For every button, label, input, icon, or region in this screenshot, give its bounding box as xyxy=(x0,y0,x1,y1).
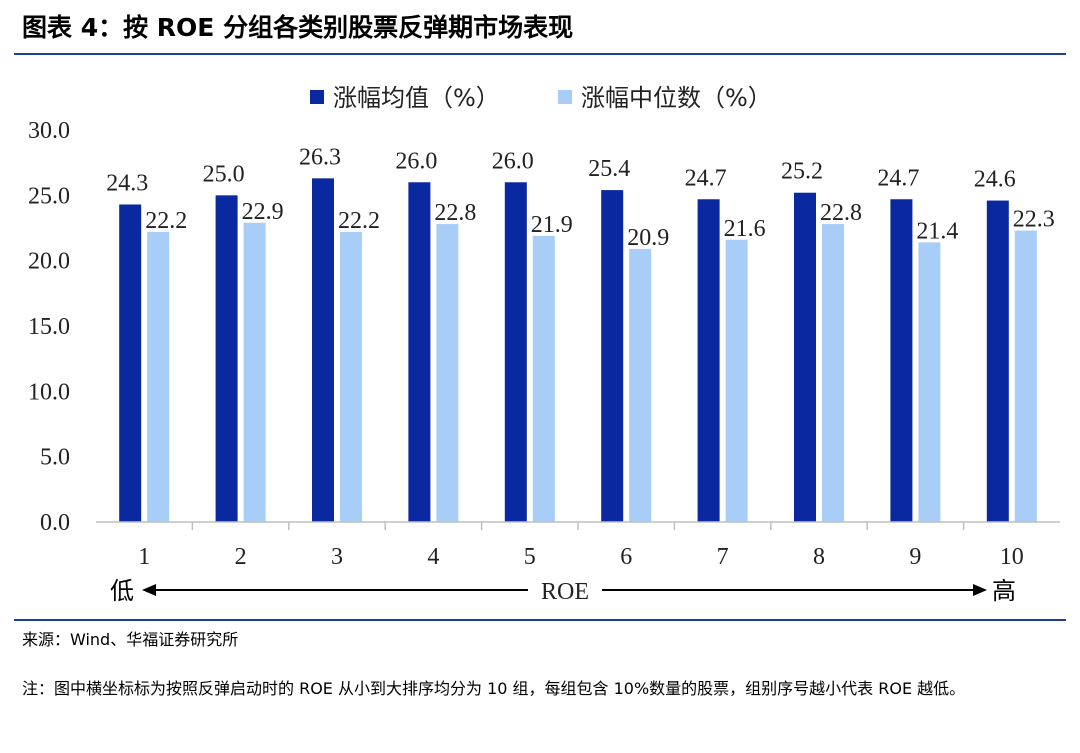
data-label-median: 22.2 xyxy=(338,208,380,234)
bar-median xyxy=(1014,230,1037,522)
arrow-left-head xyxy=(142,584,156,596)
footnote: 注：图中横坐标标为按照反弹启动时的 ROE 从小到大排序均分为 10 组，每组包… xyxy=(22,679,966,698)
bar-median xyxy=(340,231,362,523)
y-tick-label: 0.0 xyxy=(40,510,70,536)
bar-mean xyxy=(504,182,527,522)
data-label-mean: 24.7 xyxy=(685,165,727,191)
arrow-label-low: 低 xyxy=(110,577,134,605)
data-label-median: 22.2 xyxy=(145,208,187,234)
bar-mean xyxy=(697,199,720,522)
x-tick-label: 8 xyxy=(813,544,825,570)
data-label-median: 22.8 xyxy=(820,200,862,226)
bar-mean xyxy=(119,204,142,523)
data-label-median: 20.9 xyxy=(627,225,669,251)
data-label-median: 22.3 xyxy=(1013,207,1055,233)
y-axis-ticks: 0.0 5.0 10.0 15.0 20.0 25.0 30.0 xyxy=(28,118,70,536)
legend-swatch-mean xyxy=(310,90,324,104)
legend: 涨幅均值（%） 涨幅中位数（%） xyxy=(310,84,772,112)
data-label-mean: 26.3 xyxy=(299,144,341,170)
x-tick-label: 10 xyxy=(1000,544,1024,570)
arrow-label-roe: ROE xyxy=(541,579,589,605)
bar-mean xyxy=(215,195,238,523)
x-tick-label: 9 xyxy=(909,544,921,570)
y-tick-label: 15.0 xyxy=(28,314,70,340)
data-label-median: 21.6 xyxy=(724,216,766,242)
data-label-mean: 25.0 xyxy=(203,161,245,187)
arrow-label-high: 高 xyxy=(992,577,1016,605)
bar-mean xyxy=(986,200,1009,522)
x-tick-label: 7 xyxy=(717,544,729,570)
y-tick-label: 25.0 xyxy=(28,183,70,209)
data-label-median: 22.9 xyxy=(242,199,284,225)
bar-median xyxy=(147,231,170,523)
footer-divider xyxy=(14,619,1066,621)
data-label-median: 22.8 xyxy=(434,200,476,226)
bar-median xyxy=(436,224,459,522)
x-axis-ticks: 1 2 3 4 5 6 7 8 9 10 xyxy=(138,522,1024,570)
title-divider xyxy=(14,53,1066,55)
y-tick-label: 5.0 xyxy=(40,445,70,471)
bar-median xyxy=(822,224,844,522)
y-tick-label: 30.0 xyxy=(28,118,70,144)
x-tick-label: 4 xyxy=(427,544,439,570)
data-label-mean: 24.3 xyxy=(106,170,148,196)
x-tick-label: 6 xyxy=(620,544,632,570)
data-label-mean: 26.0 xyxy=(492,148,534,174)
bar-mean xyxy=(312,178,334,522)
x-tick-label: 5 xyxy=(524,544,536,570)
x-tick-label: 3 xyxy=(331,544,343,570)
y-tick-label: 10.0 xyxy=(28,379,70,405)
page-title: 图表 4：按 ROE 分组各类别股票反弹期市场表现 xyxy=(22,13,574,42)
bar-median xyxy=(629,248,652,522)
data-label-mean: 25.4 xyxy=(588,156,630,182)
bar-median xyxy=(725,239,748,522)
data-label-median: 21.9 xyxy=(531,212,573,238)
bar-median xyxy=(532,235,555,522)
y-tick-label: 20.0 xyxy=(28,249,70,275)
source-note: 来源：Wind、华福证券研究所 xyxy=(22,630,239,649)
legend-swatch-median xyxy=(558,90,572,104)
x-tick-label: 1 xyxy=(138,544,150,570)
data-label-mean: 26.0 xyxy=(395,148,437,174)
legend-label-mean: 涨幅均值（%） xyxy=(333,84,500,112)
bar-mean xyxy=(408,182,431,522)
bars xyxy=(119,178,1037,523)
bar-mean xyxy=(601,190,624,522)
data-label-mean: 24.7 xyxy=(877,165,919,191)
roe-direction-arrow: 低 ROE 高 xyxy=(110,577,1016,605)
data-label-median: 21.4 xyxy=(916,218,958,244)
data-labels: 24.3 22.2 25.0 22.9 26.3 22.2 26.0 22.8 26.0 21.9… xyxy=(106,144,1055,251)
legend-label-median: 涨幅中位数（%） xyxy=(581,84,772,112)
x-tick-label: 2 xyxy=(235,544,247,570)
bar-mean xyxy=(794,192,816,522)
bar-mean xyxy=(890,199,913,522)
data-label-mean: 24.6 xyxy=(974,167,1016,193)
bar-chart: 涨幅均值（%） 涨幅中位数（%） 0.0 5.0 10.0 15.0 20.0 25.0 3… xyxy=(28,84,1060,605)
bar-median xyxy=(243,222,266,523)
data-label-mean: 25.2 xyxy=(781,159,823,185)
bar-median xyxy=(918,242,941,522)
arrow-right-head xyxy=(973,584,987,596)
